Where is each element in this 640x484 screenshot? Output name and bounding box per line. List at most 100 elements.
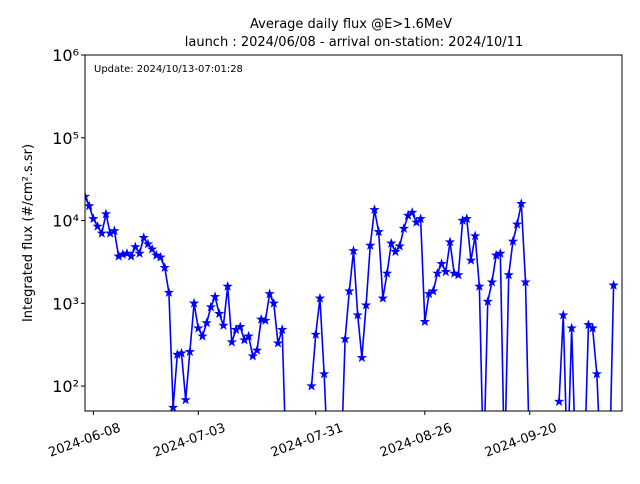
data-point [184, 346, 196, 357]
data-point [360, 299, 372, 310]
data-point [352, 309, 363, 320]
data-point [461, 213, 472, 224]
data-point [180, 394, 191, 405]
data-point [243, 330, 254, 341]
y-tick-label: 10⁵ [52, 129, 79, 148]
y-tick-label: 10⁴ [52, 212, 79, 231]
y-axis-label: Integrated flux (#/cm².s.sr) [21, 144, 36, 322]
data-point [558, 309, 569, 320]
data-point [377, 292, 389, 303]
data-point [369, 204, 380, 215]
plot-area [85, 191, 619, 411]
data-point [507, 235, 519, 246]
data-point [407, 207, 418, 217]
data-point [159, 262, 170, 272]
data-point [146, 243, 158, 254]
data-point [96, 227, 107, 238]
data-point [88, 213, 99, 224]
data-point [201, 317, 212, 328]
data-point [268, 297, 279, 308]
data-point [474, 281, 485, 291]
data-point [482, 296, 493, 306]
data-point [398, 223, 409, 233]
data-point [449, 267, 460, 278]
data-point [356, 352, 368, 363]
data-point [222, 281, 233, 291]
data-point [587, 322, 598, 333]
data-point [193, 322, 204, 333]
chart-title: Average daily flux @E>1.6MeV [250, 17, 452, 32]
data-point [553, 396, 565, 406]
data-point [520, 276, 531, 287]
data-point [495, 248, 506, 258]
data-point [277, 324, 288, 335]
data-point [306, 380, 317, 391]
data-point [373, 226, 384, 237]
data-point [344, 285, 355, 296]
data-point [348, 245, 359, 256]
data-point [85, 191, 91, 201]
data-point [155, 251, 166, 262]
data-point [197, 330, 208, 341]
data-point [226, 336, 237, 347]
data-point [390, 246, 401, 257]
data-point [428, 285, 439, 296]
data-point [209, 291, 221, 302]
data-point [260, 315, 271, 325]
data-point [566, 322, 577, 333]
data-point [138, 232, 149, 243]
data-point [251, 344, 263, 355]
data-point [214, 308, 225, 319]
data-point [486, 276, 498, 287]
data-point [272, 337, 284, 348]
y-tick-label: 10² [52, 377, 79, 396]
data-point [470, 230, 481, 241]
data-point [591, 368, 602, 379]
y-tick-label: 10³ [52, 294, 79, 313]
data-point [85, 200, 95, 211]
annotation: Update: 2024/10/13-07:01:28 [94, 64, 243, 75]
data-point [419, 316, 430, 327]
data-point [235, 321, 246, 332]
data-point [432, 267, 443, 278]
data-point [218, 320, 229, 330]
data-point [318, 368, 330, 379]
data-point [365, 240, 376, 250]
data-point [176, 347, 187, 358]
data-point [142, 238, 154, 249]
data-point [109, 225, 120, 236]
data-point [151, 249, 162, 260]
data-point [188, 297, 200, 308]
data-point [163, 287, 175, 297]
axes-frame [84, 54, 623, 412]
data-point [503, 269, 514, 280]
data-point [394, 240, 405, 251]
data-point [100, 208, 112, 219]
data-point [440, 266, 451, 277]
data-point [516, 198, 527, 209]
data-point [92, 220, 103, 231]
data-point [167, 402, 179, 411]
chart-subtitle: launch : 2024/06/08 - arrival on-station… [185, 35, 523, 50]
data-point [444, 236, 456, 247]
data-point [436, 258, 447, 269]
data-point [130, 241, 141, 252]
data-point [264, 288, 275, 299]
data-point [511, 218, 523, 229]
data-point [339, 333, 351, 344]
data-point [134, 248, 145, 258]
data-point [386, 237, 397, 248]
data-point [205, 301, 217, 312]
data-point [310, 329, 321, 339]
data-point [381, 267, 393, 278]
data-point [465, 254, 477, 265]
data-point [125, 250, 137, 261]
data-point [247, 350, 258, 361]
data-point [314, 292, 326, 303]
data-point [415, 213, 426, 224]
data-point [453, 269, 464, 280]
y-tick-label: 10⁶ [52, 46, 79, 65]
data-point [608, 279, 619, 290]
